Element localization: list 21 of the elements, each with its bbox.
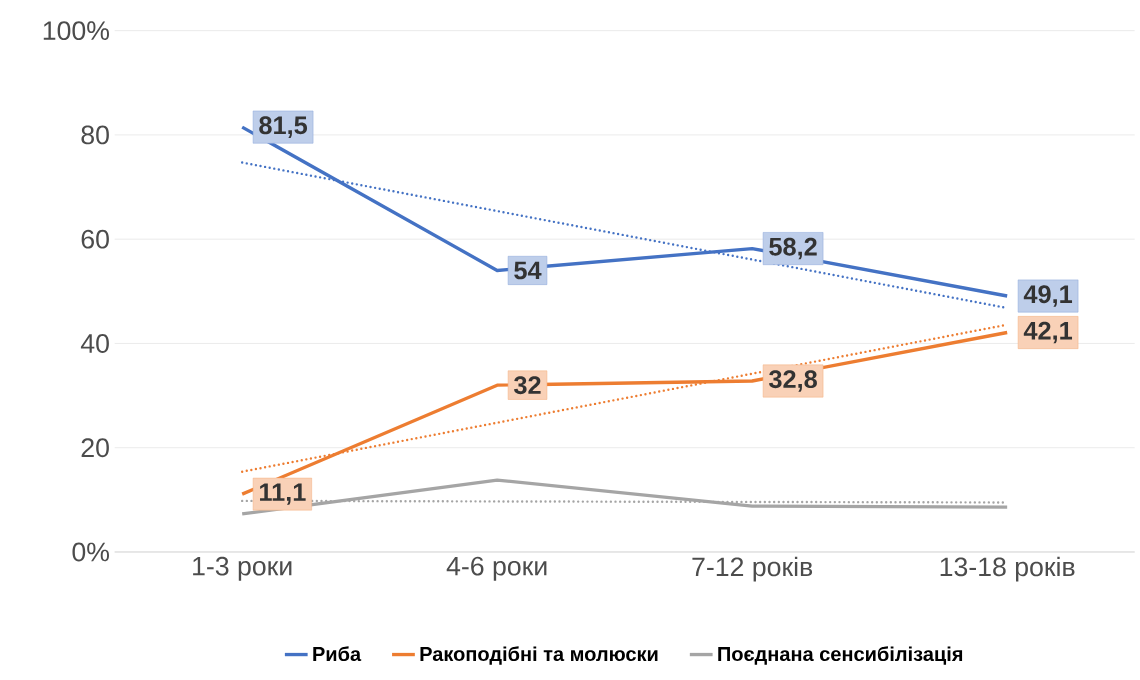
data-label: 32,8 <box>769 370 817 392</box>
legend-label: Поєднана сенсибілізація <box>718 646 963 665</box>
legend-label: Риба <box>313 646 362 662</box>
y-tick-label: 20 <box>81 438 109 458</box>
y-tick-label: 100% <box>43 21 109 41</box>
x-tick-label: 13-18 років <box>940 556 1075 582</box>
line-series <box>240 478 1009 516</box>
data-label: 58,2 <box>769 237 817 260</box>
legend-label: Ракоподібні та молюски <box>420 646 658 665</box>
data-label: 81,5 <box>259 116 308 138</box>
y-tick-label: 0% <box>72 542 109 562</box>
data-label: 42,1 <box>1023 321 1073 344</box>
data-label: 49,1 <box>1023 285 1073 307</box>
x-tick-label: 4-6 роки <box>446 556 547 581</box>
data-label: 11,1 <box>260 483 306 505</box>
y-tick-label: 40 <box>80 334 109 353</box>
y-tick-label: 60 <box>81 229 109 249</box>
data-label: 32 <box>514 376 541 395</box>
x-tick-label: 7-12 років <box>692 556 813 582</box>
y-tick-label: 80 <box>81 125 109 145</box>
x-tick-label: 1-3 роки <box>193 556 292 581</box>
